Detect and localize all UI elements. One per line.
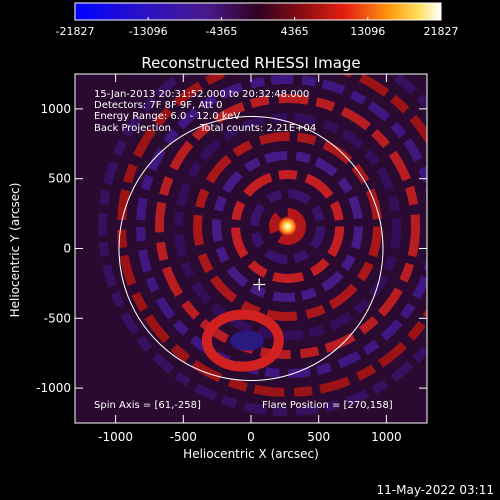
ripple-ring xyxy=(174,112,402,340)
annotations: 15-Jan-2013 20:31:52.000 to 20:32:48.000… xyxy=(94,89,393,411)
spin-axis-text: Spin Axis = [61,-258] xyxy=(94,400,201,411)
ripple-ring xyxy=(231,169,345,283)
colorbar-tick-label: 4365 xyxy=(281,25,309,38)
plot-area xyxy=(74,73,428,424)
y-tick-label: -1000 xyxy=(36,381,71,395)
ripple-ring xyxy=(98,74,427,416)
colorbar-tick-label: -13096 xyxy=(129,25,168,38)
x-tick-label: 500 xyxy=(307,430,330,444)
x-tick-labels: -1000 -500 0 500 1000 xyxy=(98,430,401,444)
ripple-ring xyxy=(136,74,427,378)
ripple-ring xyxy=(212,150,364,302)
timestamp: 11-May-2022 03:11 xyxy=(377,483,494,497)
axis-ticks xyxy=(75,74,427,423)
artifact-ring xyxy=(201,309,284,372)
colorbar-ticks xyxy=(74,17,442,20)
ripple-ring xyxy=(155,93,421,359)
spin-axis-marker xyxy=(253,278,266,291)
colorbar-tick-labels: -21827 -13096 -4365 4365 13096 21827 xyxy=(56,25,459,38)
colorbar-gradient xyxy=(74,2,442,21)
energy-range-text: Energy Range: 6.0 - 12.0 keV xyxy=(94,111,240,122)
y-axis-label: Heliocentric Y (arcsec) xyxy=(8,183,22,318)
y-tick-label: 500 xyxy=(48,172,71,186)
detectors-text: Detectors: 7F 8F 9F, Att 0 xyxy=(94,100,222,111)
y-tick-label: 1000 xyxy=(40,102,71,116)
flare-position-text: Flare Position = [270,158] xyxy=(262,400,393,411)
time-range-text: 15-Jan-2013 20:31:52.000 to 20:32:48.000 xyxy=(94,89,309,100)
y-tick-label: -500 xyxy=(44,311,71,325)
colorbar-tick-label: 13096 xyxy=(350,25,385,38)
ripple-ring xyxy=(250,188,326,264)
colorbar-tick-label: -21827 xyxy=(56,25,95,38)
back-projection-image xyxy=(98,74,427,416)
flare-source xyxy=(276,215,299,238)
x-tick-label: 0 xyxy=(247,430,255,444)
method-text: Back Projection xyxy=(94,123,171,134)
x-tick-label: 1000 xyxy=(371,430,402,444)
artifact-core xyxy=(229,330,264,351)
y-tick-label: 0 xyxy=(63,242,71,256)
x-tick-label: -1000 xyxy=(98,430,133,444)
x-tick-label: -500 xyxy=(170,430,197,444)
x-axis-label: Heliocentric X (arcsec) xyxy=(183,447,319,461)
ripple-ring xyxy=(269,207,307,245)
y-tick-labels: -1000 -500 0 500 1000 xyxy=(36,102,71,395)
ripple-ring xyxy=(193,131,383,321)
total-counts-text: Total counts: 2.21E+04 xyxy=(199,123,316,134)
colorbar: -21827 -13096 -4365 4365 13096 21827 xyxy=(56,2,459,38)
colorbar-tick-label: -4365 xyxy=(205,25,237,38)
colorbar-tick-label: 21827 xyxy=(424,25,459,38)
solar-limb xyxy=(118,116,384,381)
chart-title: Reconstructed RHESSI Image xyxy=(141,54,360,72)
